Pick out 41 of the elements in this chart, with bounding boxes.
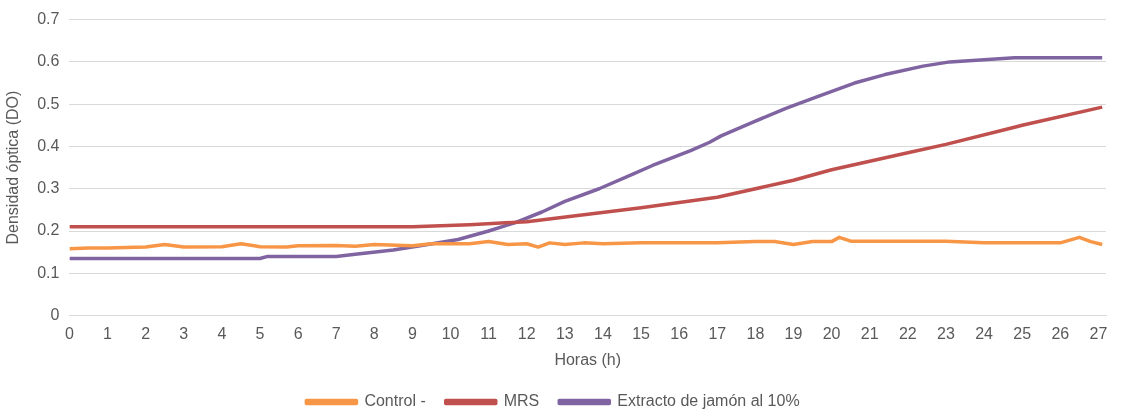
y-tick-label: 0 [50, 306, 60, 324]
x-tick-label: 15 [632, 324, 651, 342]
x-tick-label: 14 [594, 324, 612, 342]
x-tick-label: 8 [369, 324, 379, 342]
x-tick-label: 11 [480, 324, 498, 342]
x-tick-label: 23 [937, 324, 955, 342]
y-tick-label: 0.3 [37, 179, 60, 197]
x-tick-label: 17 [708, 324, 727, 342]
x-tick-label: 5 [255, 324, 265, 342]
x-axis-title: Horas (h) [554, 350, 622, 368]
x-tick-label: 7 [331, 324, 341, 342]
x-tick-label: 27 [1089, 324, 1108, 342]
x-tick-label: 25 [1013, 324, 1032, 342]
y-tick-label: 0.4 [37, 136, 60, 154]
y-tick-label: 0.7 [37, 10, 60, 28]
x-tick-label: 18 [746, 324, 765, 342]
x-tick-label: 12 [517, 324, 536, 342]
legend-label: Extracto de jamón al 10% [617, 392, 800, 410]
legend-label: MRS [503, 392, 540, 410]
x-tick-label: 6 [293, 324, 303, 342]
y-tick-label: 0.1 [37, 263, 60, 281]
y-tick-label: 0.2 [37, 221, 60, 239]
y-tick-label: 0.5 [37, 94, 60, 112]
x-tick-label: 4 [217, 324, 227, 342]
x-tick-label: 9 [407, 324, 417, 342]
x-tick-label: 13 [555, 324, 574, 342]
x-tick-label: 22 [898, 324, 917, 342]
y-axis-title: Densidad óptica (DO) [4, 90, 22, 245]
x-tick-label: 24 [975, 324, 994, 342]
x-tick-label: 19 [784, 324, 803, 342]
legend-label: Control - [364, 392, 426, 410]
x-tick-label: 3 [179, 324, 189, 342]
x-tick-label: 16 [670, 324, 689, 342]
x-tick-label: 21 [860, 324, 879, 342]
x-tick-label: 2 [141, 324, 151, 342]
x-tick-label: 26 [1051, 324, 1070, 342]
x-tick-label: 20 [822, 324, 841, 342]
x-tick-label: 10 [441, 324, 460, 342]
x-tick-label: 0 [64, 324, 74, 342]
y-tick-label: 0.6 [37, 52, 60, 70]
x-tick-label: 1 [103, 324, 113, 342]
